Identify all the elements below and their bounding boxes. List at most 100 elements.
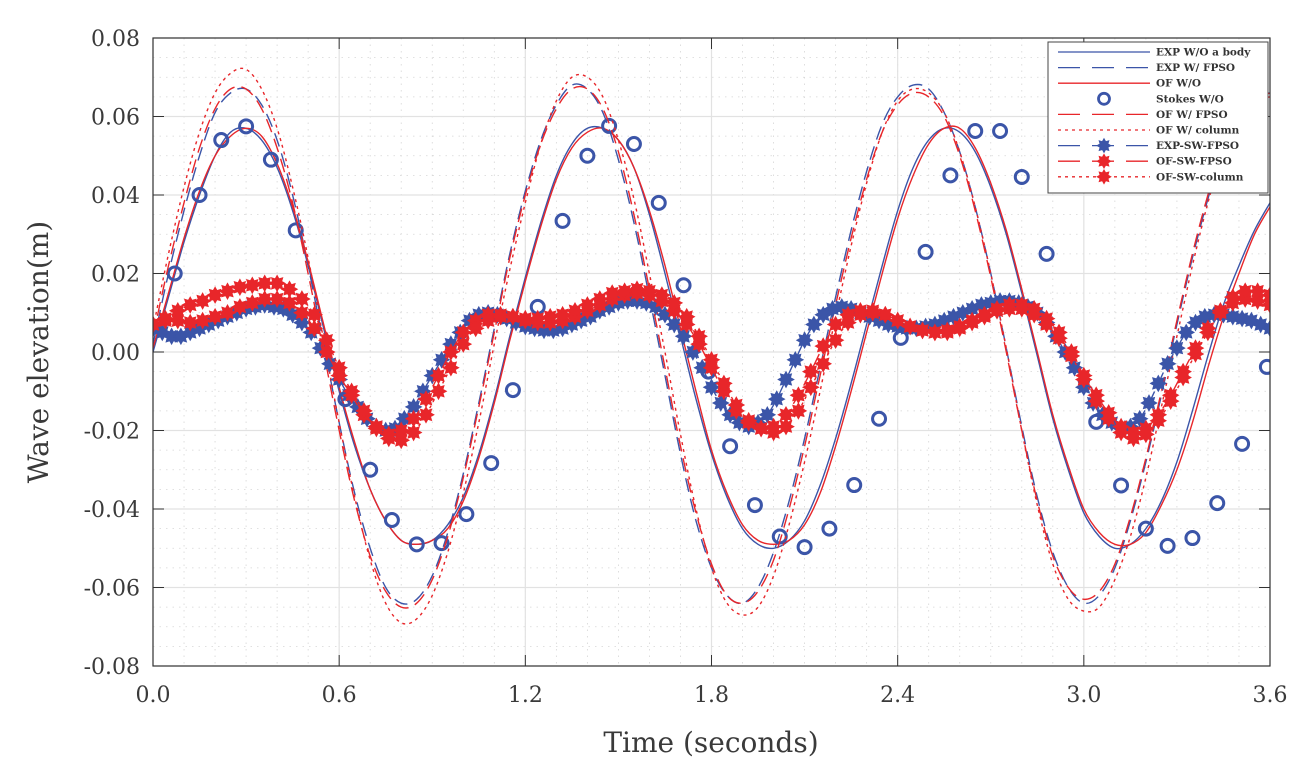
legend-item: EXP-SW-FPSO [1058, 137, 1239, 154]
star-marker [590, 290, 609, 308]
circle-marker [1258, 358, 1270, 375]
star-marker [181, 313, 200, 332]
star-marker [293, 303, 311, 322]
legend-label: OF-SW-FPSO [1156, 156, 1232, 168]
star-marker [888, 311, 907, 330]
circle-marker [458, 506, 475, 523]
x-axis-label: Time (seconds) [603, 726, 818, 759]
y-tick-label: 0.04 [91, 184, 140, 209]
legend-label: OF W/O [1156, 78, 1201, 90]
star-marker [851, 305, 870, 324]
x-tick-label: 1.8 [694, 683, 729, 708]
y-tick-label: -0.04 [84, 498, 140, 523]
circle-marker [1137, 520, 1154, 537]
star-marker [417, 405, 435, 424]
star-marker [1199, 323, 1217, 342]
circle-marker [213, 132, 230, 149]
circle-marker [967, 123, 984, 140]
star-marker [963, 313, 981, 332]
star-marker [786, 350, 805, 369]
star-marker [243, 276, 262, 295]
star-marker [1140, 394, 1158, 412]
circle-marker [554, 212, 571, 229]
star-marker [1223, 288, 1242, 306]
star-marker [715, 374, 733, 393]
circle-marker [1013, 168, 1030, 185]
star-marker [926, 323, 944, 342]
circle-marker [1209, 495, 1226, 512]
star-marker [553, 305, 572, 324]
star-marker [1211, 301, 1230, 320]
series-layer [153, 67, 1270, 625]
star-marker [330, 358, 349, 377]
circle-marker [1113, 477, 1130, 494]
x-tick-labels: 0.0 0.6 1.2 1.8 2.4 3.0 3.6 [136, 683, 1288, 708]
star-marker [839, 313, 857, 332]
circle-marker [796, 539, 813, 556]
circle-marker [1184, 530, 1201, 547]
star-marker [640, 282, 659, 301]
series-line [153, 85, 1270, 609]
legend-item: OF W/O [1058, 78, 1201, 90]
star-marker [975, 307, 994, 326]
star-marker [392, 431, 411, 450]
circle-marker [579, 147, 596, 164]
star-marker [442, 343, 460, 361]
circle-marker [504, 382, 521, 399]
legend-item: EXP W/O a body [1058, 47, 1251, 59]
star-marker [653, 286, 671, 304]
star-marker [504, 307, 522, 326]
circle-marker [433, 535, 450, 552]
circle-marker [722, 438, 739, 455]
star-marker [795, 331, 814, 350]
series-line [153, 125, 1270, 550]
circle-marker [871, 410, 888, 427]
star-marker [777, 417, 795, 436]
circle-marker [917, 243, 934, 260]
star-marker [193, 311, 212, 330]
star-marker [516, 309, 535, 328]
circle-marker [992, 123, 1009, 140]
star-marker [1186, 345, 1205, 363]
legend-label: EXP W/ FPSO [1156, 62, 1235, 74]
star-marker [1168, 339, 1186, 357]
star-marker [777, 370, 795, 389]
legend-star-marker [1096, 137, 1112, 154]
star-marker [1099, 409, 1118, 428]
y-axis-label: Wave elevation(m) [22, 221, 55, 483]
star-marker [789, 402, 808, 420]
star-marker [379, 429, 398, 448]
star-marker [355, 402, 373, 420]
star-marker [206, 307, 224, 326]
x-tick-label: 2.4 [880, 683, 915, 708]
star-marker [1261, 286, 1270, 304]
star-marker [231, 298, 249, 316]
circle-marker [650, 194, 667, 211]
star-marker [1112, 423, 1130, 442]
star-marker [255, 274, 274, 293]
star-marker [801, 378, 820, 397]
circle-marker [262, 151, 279, 168]
star-marker [603, 284, 622, 302]
star-marker [876, 305, 895, 324]
circle-marker [191, 187, 208, 203]
star-marker [1087, 392, 1106, 410]
star-marker [491, 307, 510, 326]
y-tick-label: 0.08 [91, 27, 140, 52]
star-marker [1261, 319, 1270, 338]
star-marker [711, 394, 730, 412]
y-tick-labels: -0.08 -0.06 -0.04 -0.02 0.00 0.02 0.04 0.06 0.08 [84, 27, 140, 680]
star-marker [789, 386, 808, 405]
star-marker [1174, 368, 1192, 387]
star-marker [1050, 329, 1068, 348]
y-tick-label: -0.08 [84, 655, 140, 680]
y-tick-label: 0.02 [91, 263, 140, 288]
legend-item: EXP W/ FPSO [1058, 62, 1235, 74]
x-tick-label: 1.2 [508, 683, 543, 708]
star-marker [218, 303, 237, 322]
circle-marker [625, 135, 642, 152]
circle-marker [483, 455, 500, 472]
star-marker [268, 274, 286, 293]
star-marker [342, 382, 361, 401]
circle-marker [1038, 245, 1055, 262]
